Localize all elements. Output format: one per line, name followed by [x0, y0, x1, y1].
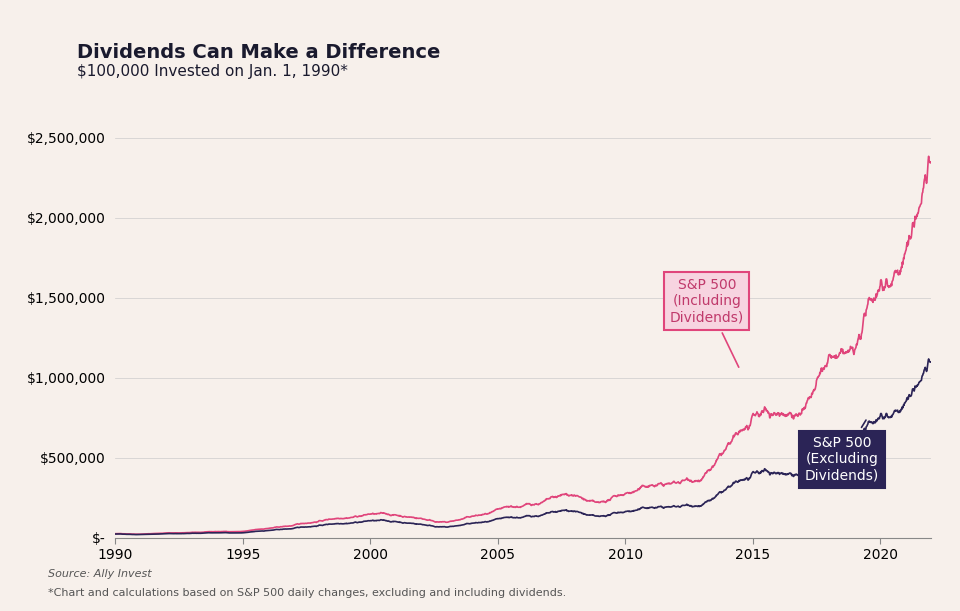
Text: $100,000 Invested on Jan. 1, 1990*: $100,000 Invested on Jan. 1, 1990*	[77, 64, 348, 79]
Text: Dividends Can Make a Difference: Dividends Can Make a Difference	[77, 43, 441, 62]
Text: *Chart and calculations based on S&P 500 daily changes, excluding and including : *Chart and calculations based on S&P 500…	[48, 588, 566, 598]
Text: S&P 500
(Excluding
Dividends): S&P 500 (Excluding Dividends)	[804, 420, 879, 483]
Text: Source: Ally Invest: Source: Ally Invest	[48, 569, 152, 579]
Text: S&P 500
(Including
Dividends): S&P 500 (Including Dividends)	[670, 278, 744, 367]
